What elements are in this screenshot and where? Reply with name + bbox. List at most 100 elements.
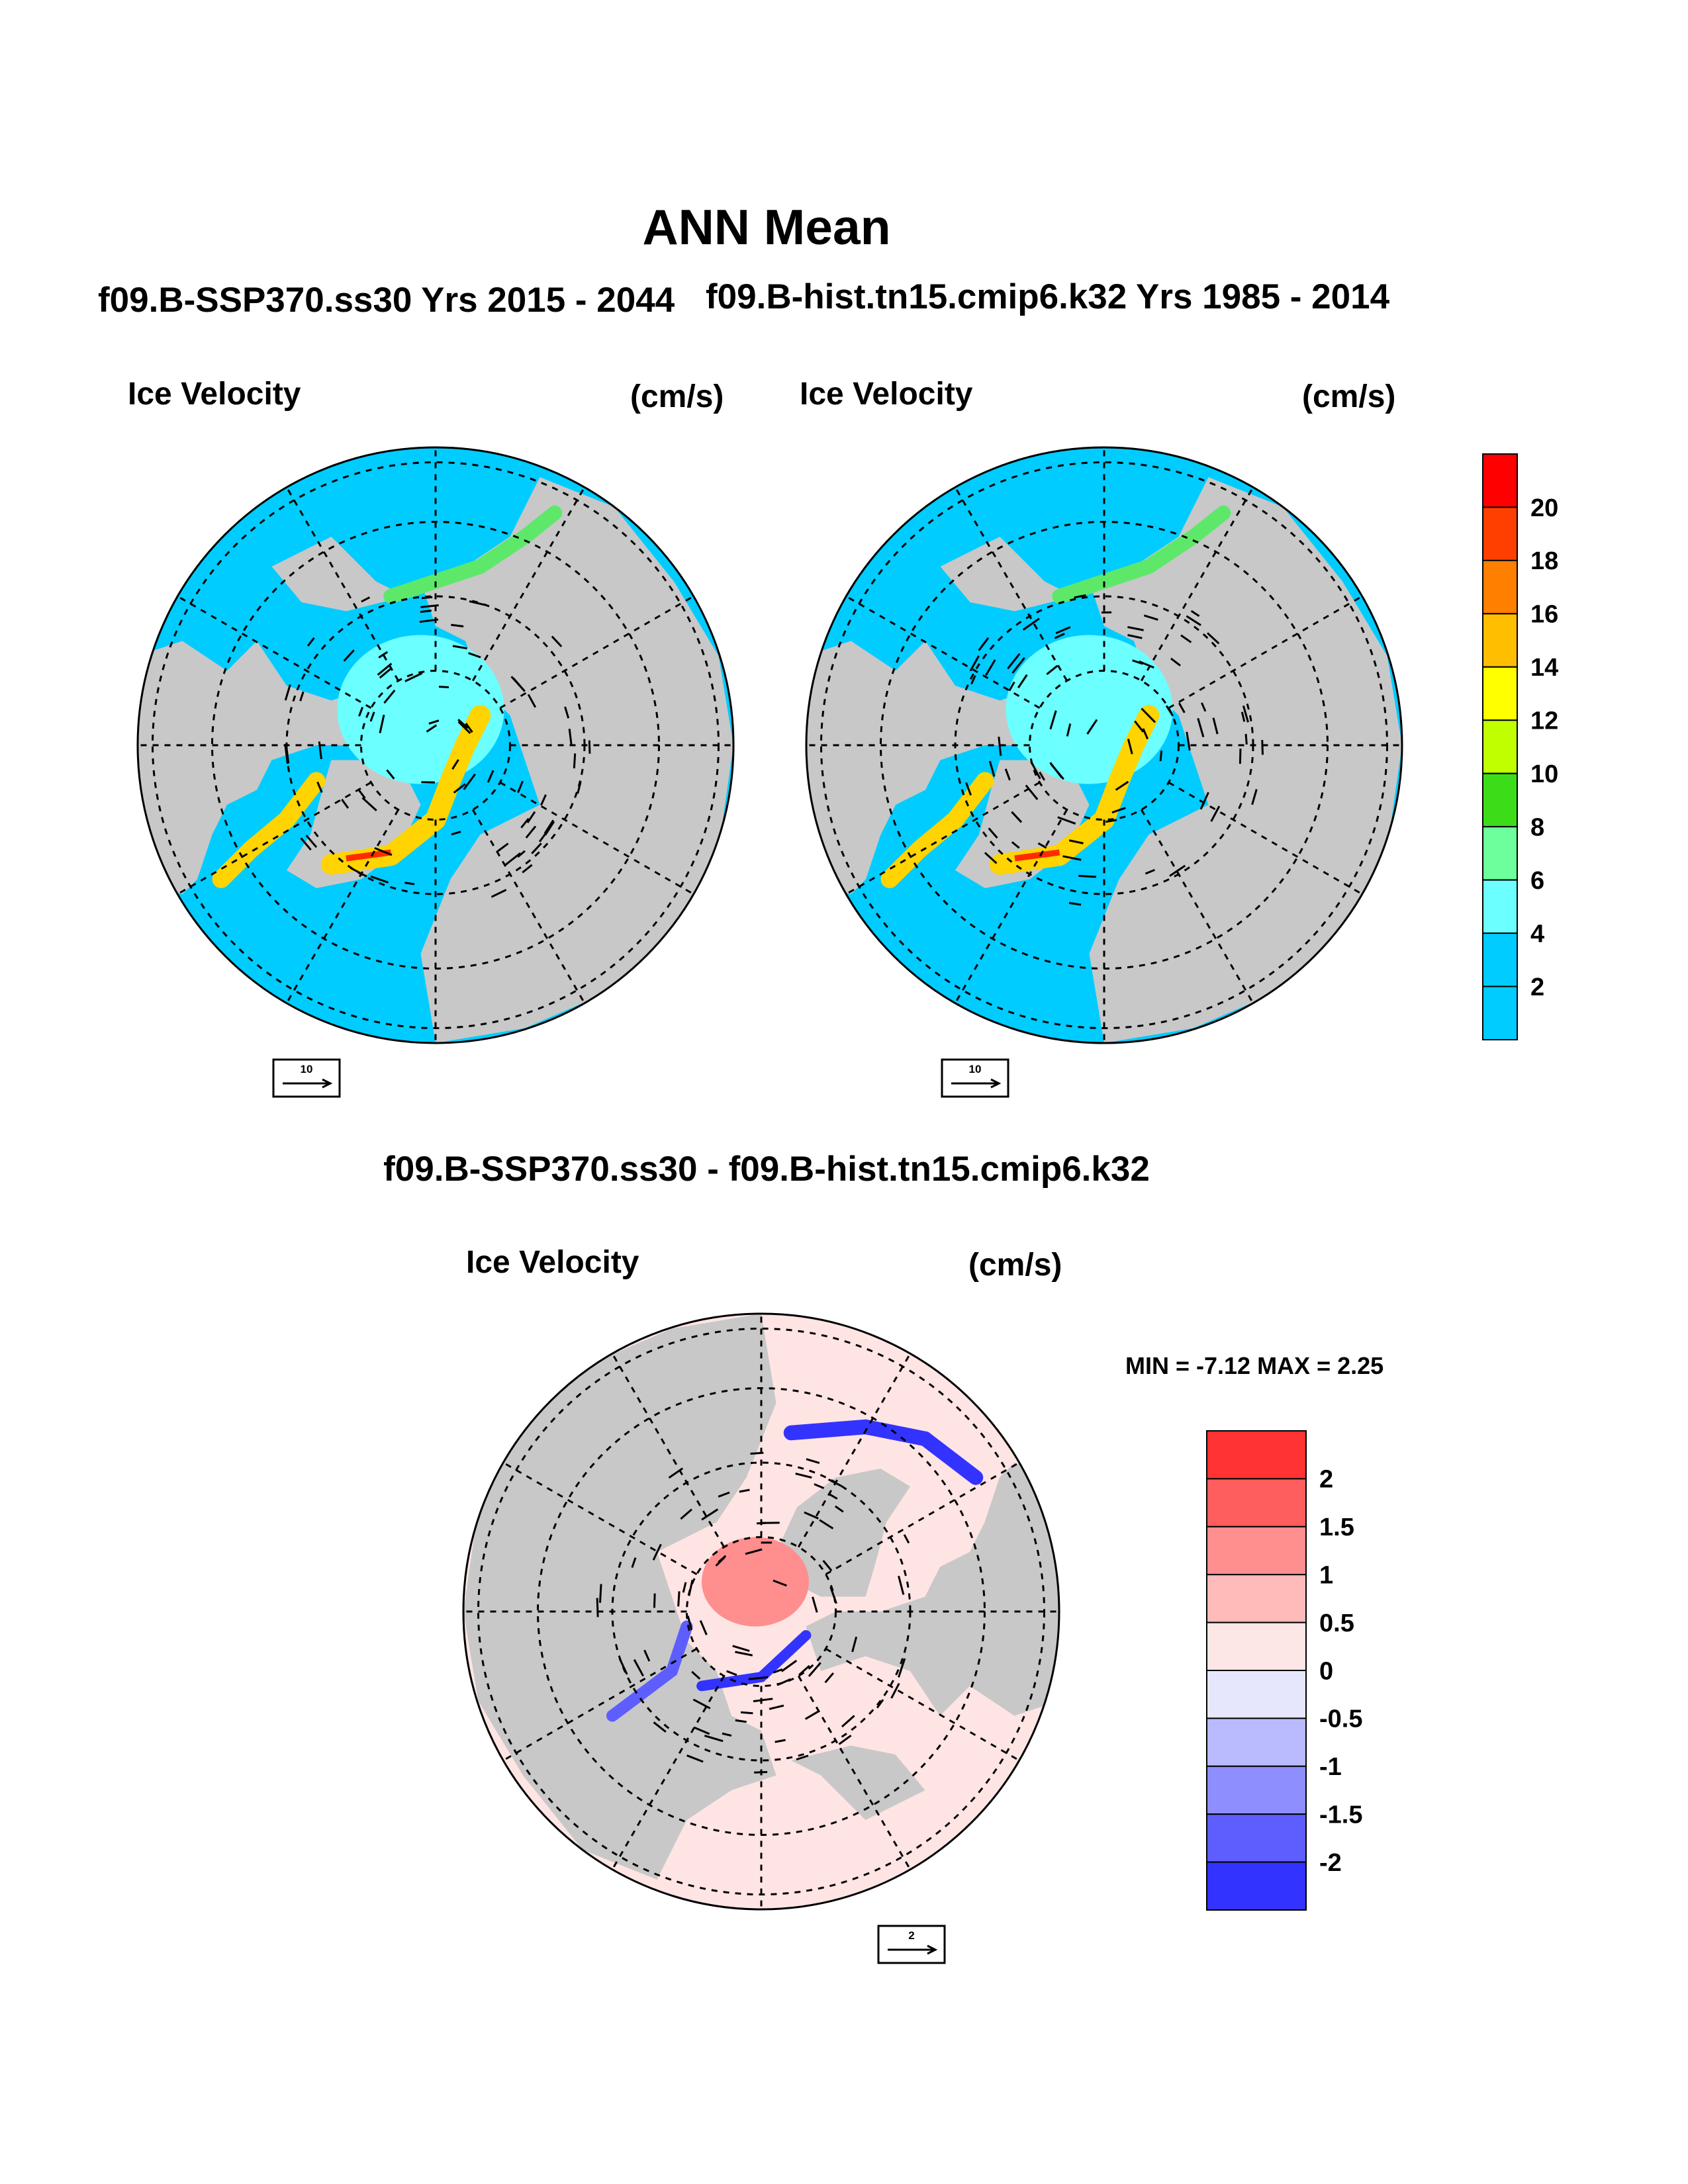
velocity-vector bbox=[463, 773, 476, 790]
velocity-vector bbox=[754, 1771, 768, 1774]
meridian-line bbox=[502, 1647, 698, 1762]
velocity-vector bbox=[1190, 610, 1200, 617]
velocity-vector bbox=[1115, 780, 1129, 791]
colorbar-tick-label: 14 bbox=[1530, 654, 1558, 682]
velocity-vector bbox=[540, 794, 547, 806]
colorbar-tick-label: 12 bbox=[1530, 707, 1558, 735]
velocity-vector bbox=[1111, 807, 1126, 814]
velocity-vector bbox=[573, 753, 577, 769]
meridian-line bbox=[611, 1675, 726, 1870]
strong-flow-band bbox=[320, 705, 491, 875]
velocity-vector bbox=[680, 1508, 692, 1520]
strong-flow-band bbox=[880, 772, 994, 888]
velocity-vector bbox=[1180, 634, 1192, 643]
meridian-line bbox=[845, 781, 1041, 895]
velocity-vector bbox=[377, 662, 393, 676]
velocity-vector bbox=[1068, 839, 1084, 844]
map-boundary bbox=[136, 446, 735, 1044]
land-mass bbox=[806, 641, 1060, 894]
velocity-vector bbox=[369, 711, 375, 722]
velocity-vector bbox=[898, 1575, 905, 1595]
velocity-vector bbox=[890, 1682, 900, 1699]
velocity-vector bbox=[776, 1678, 792, 1686]
meridian-line bbox=[285, 809, 400, 1004]
min-max-label: MIN = -7.12 MAX = 2.25 bbox=[1125, 1352, 1384, 1379]
velocity-vector bbox=[633, 1659, 644, 1677]
colorbar-box bbox=[1206, 1478, 1307, 1527]
velocity-vector bbox=[438, 686, 449, 688]
velocity-vector bbox=[1251, 789, 1258, 805]
velocity-vector bbox=[305, 835, 318, 848]
velocity-vector bbox=[465, 723, 473, 733]
velocity-vector bbox=[834, 1505, 844, 1513]
velocity-vector bbox=[814, 1483, 825, 1489]
velocity-vector bbox=[452, 645, 467, 650]
velocity-vector bbox=[1049, 710, 1057, 730]
reference-arrow-head bbox=[990, 1078, 1002, 1089]
velocity-vector bbox=[1142, 728, 1149, 740]
velocity-vector bbox=[419, 618, 439, 623]
velocity-vector bbox=[517, 780, 524, 794]
velocity-vector bbox=[701, 1508, 719, 1521]
strong-flow-band bbox=[1052, 505, 1231, 604]
velocity-vector bbox=[504, 852, 522, 866]
velocity-vector bbox=[370, 875, 389, 884]
meridian-line bbox=[825, 1647, 1020, 1762]
reference-vector-box bbox=[941, 1058, 1009, 1098]
meridian-line bbox=[1168, 595, 1363, 709]
velocity-vector bbox=[978, 637, 990, 651]
meridian-line bbox=[499, 595, 694, 709]
velocity-vector bbox=[1046, 664, 1058, 676]
colorbar-box bbox=[1206, 1574, 1307, 1623]
negative-anomaly-band bbox=[606, 1620, 693, 1722]
velocity-vector bbox=[686, 1754, 704, 1763]
colorbar-box bbox=[1206, 1765, 1307, 1815]
colorbar-tick-label: 0.5 bbox=[1319, 1610, 1354, 1637]
velocity-vector bbox=[745, 1548, 763, 1555]
land-mass bbox=[271, 537, 406, 612]
velocity-vector bbox=[374, 846, 393, 856]
velocity-vector bbox=[378, 651, 389, 659]
velocity-vector bbox=[1165, 705, 1174, 717]
velocity-vector bbox=[1011, 657, 1025, 674]
velocity-vector bbox=[341, 798, 350, 809]
velocity-vector bbox=[998, 737, 1002, 756]
velocity-vector bbox=[1008, 681, 1015, 692]
velocity-vector bbox=[599, 1584, 602, 1603]
meridian-line bbox=[1168, 781, 1363, 895]
velocity-vector bbox=[451, 758, 459, 770]
velocity-vector bbox=[404, 882, 415, 886]
colorbar-tick-label: -0.5 bbox=[1319, 1706, 1362, 1733]
colorbar-box bbox=[1206, 1813, 1307, 1863]
velocity-vector bbox=[284, 744, 289, 764]
velocity-vector bbox=[1186, 615, 1201, 626]
velocity-vector bbox=[903, 1534, 910, 1544]
velocity-vector bbox=[1011, 811, 1023, 823]
colorbar-box bbox=[1482, 453, 1518, 508]
colorbar-box bbox=[1482, 613, 1518, 668]
velocity-vector bbox=[451, 623, 464, 628]
difference-units-label: (cm/s) bbox=[968, 1248, 1062, 1283]
velocity-vector bbox=[984, 852, 998, 864]
velocity-vector bbox=[404, 672, 423, 682]
velocity-vector bbox=[841, 1715, 855, 1728]
difference-variable-label: Ice Velocity bbox=[466, 1245, 639, 1280]
colorbar-box bbox=[1206, 1525, 1307, 1576]
velocity-vector bbox=[1199, 792, 1209, 810]
colorbar-box bbox=[1206, 1717, 1307, 1767]
velocity-vector bbox=[358, 706, 364, 717]
velocity-vector bbox=[718, 1491, 730, 1498]
colorbar-tick-label: -1 bbox=[1319, 1753, 1342, 1781]
velocity-vector bbox=[1055, 626, 1071, 635]
velocity-vector bbox=[1159, 750, 1163, 762]
meridian-line bbox=[1140, 809, 1254, 1004]
colorbar-box bbox=[1482, 985, 1518, 1040]
velocity-vector bbox=[1086, 719, 1098, 735]
velocity-vector bbox=[757, 1522, 767, 1525]
strong-flow-band bbox=[989, 705, 1160, 875]
colorbar-box bbox=[1482, 933, 1518, 987]
velocity-vector bbox=[804, 1709, 820, 1720]
velocity-vector bbox=[551, 635, 563, 647]
meridian-line bbox=[177, 595, 372, 709]
